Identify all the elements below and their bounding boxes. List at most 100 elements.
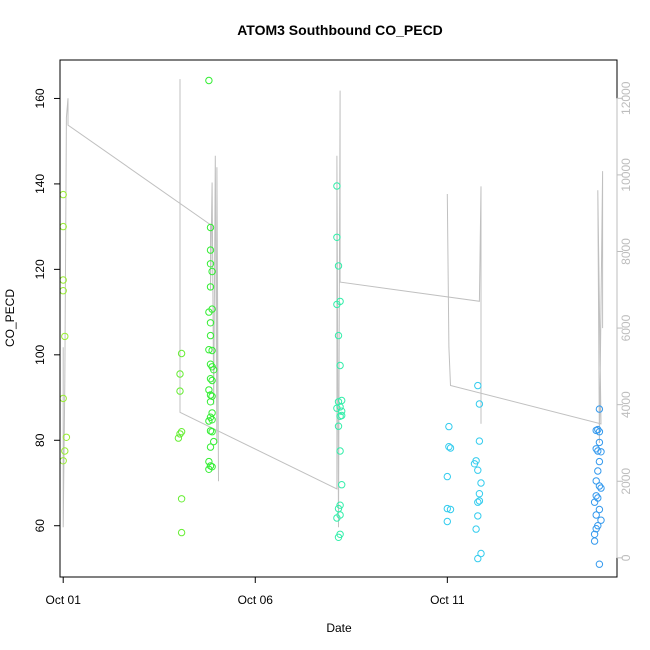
y-tick-label: 80 xyxy=(33,433,47,447)
data-point xyxy=(333,300,341,309)
data-point xyxy=(446,444,455,452)
data-point xyxy=(595,428,604,436)
y2-tick-label: 10000 xyxy=(619,158,633,192)
y-axis-right: 0 2000 4000 6000 8000 10000 12000 xyxy=(616,81,633,561)
y2-tick-label: 2000 xyxy=(619,468,633,495)
y-axis-left: 60 80 100 120 140 160 xyxy=(33,88,61,533)
data-point xyxy=(62,433,71,441)
data-point xyxy=(470,460,479,468)
data-point xyxy=(336,501,344,509)
y2-tick-label: 8000 xyxy=(619,238,633,265)
data-point xyxy=(210,437,218,446)
data-point xyxy=(477,549,485,558)
data-point xyxy=(336,403,344,411)
secondary-line xyxy=(62,98,219,528)
data-point xyxy=(174,434,183,442)
data-point xyxy=(208,305,216,313)
data-point xyxy=(590,537,599,545)
data-point xyxy=(333,233,341,242)
data-point xyxy=(208,416,216,424)
data-point xyxy=(334,422,343,430)
data-point xyxy=(336,361,344,370)
data-point xyxy=(474,466,482,474)
data-point xyxy=(177,349,186,358)
data-point xyxy=(475,490,484,498)
data-point xyxy=(477,479,485,487)
data-point xyxy=(205,417,213,425)
secondary-line xyxy=(179,79,482,528)
data-point xyxy=(208,267,216,276)
data-point xyxy=(445,443,453,451)
data-point xyxy=(595,457,604,466)
x-tick-label: Oct 11 xyxy=(430,593,465,607)
data-point xyxy=(474,512,482,520)
y2-tick-label: 0 xyxy=(619,554,633,561)
data-point xyxy=(443,517,451,526)
y-tick-label: 120 xyxy=(33,259,47,279)
y-tick-label: 160 xyxy=(33,88,47,108)
secondary-line xyxy=(446,171,604,444)
data-point xyxy=(594,467,602,475)
data-point xyxy=(595,438,604,447)
y-tick-label: 140 xyxy=(33,174,47,194)
data-point xyxy=(208,463,216,471)
data-point xyxy=(206,398,215,406)
data-point xyxy=(176,387,184,395)
chart-title: ATOM3 Southbound CO_PECD xyxy=(237,22,443,38)
data-point xyxy=(206,331,215,340)
data-point xyxy=(176,430,184,438)
data-point xyxy=(177,528,186,537)
data-point xyxy=(206,319,215,327)
y2-tick-label: 6000 xyxy=(619,314,633,341)
data-point xyxy=(595,482,604,490)
data-point xyxy=(595,405,604,413)
data-point xyxy=(474,381,482,390)
data-point xyxy=(210,366,218,374)
data-point xyxy=(336,511,344,519)
data-point xyxy=(475,400,484,408)
x-tick-label: Oct 06 xyxy=(238,593,274,607)
data-point xyxy=(206,283,215,291)
y2-tick-label: 4000 xyxy=(619,391,633,418)
data-point xyxy=(334,533,343,541)
data-point xyxy=(475,437,484,445)
data-point xyxy=(208,346,216,355)
data-point xyxy=(206,443,215,451)
data-point xyxy=(590,498,599,506)
data-point xyxy=(208,392,216,400)
data-point xyxy=(61,332,69,341)
data-point xyxy=(445,422,453,431)
data-point xyxy=(61,447,69,455)
data-point xyxy=(206,223,215,232)
secondary-series xyxy=(62,79,604,528)
data-point xyxy=(334,331,343,340)
data-point xyxy=(208,428,216,436)
y-tick-label: 60 xyxy=(33,519,47,533)
x-axis-label: Date xyxy=(326,621,352,635)
data-point xyxy=(590,530,599,538)
data-point xyxy=(592,511,600,519)
data-point xyxy=(205,386,213,394)
y2-tick-label: 12000 xyxy=(619,81,633,115)
data-point xyxy=(205,76,213,85)
data-point xyxy=(338,407,346,415)
data-point xyxy=(443,504,451,513)
data-point xyxy=(597,484,605,492)
data-point xyxy=(475,497,484,505)
data-point xyxy=(597,516,605,524)
data-point xyxy=(595,505,604,514)
data-point xyxy=(206,375,215,383)
data-point xyxy=(334,262,343,270)
data-point xyxy=(446,505,455,514)
y-tick-label: 100 xyxy=(33,344,47,364)
data-point xyxy=(594,447,602,455)
data-point xyxy=(333,182,341,190)
data-point xyxy=(205,457,213,466)
data-point xyxy=(205,346,213,354)
data-point xyxy=(443,472,451,481)
data-point xyxy=(338,481,346,489)
data-point xyxy=(208,409,216,417)
x-axis: Oct 01 Oct 06 Oct 11 xyxy=(46,576,465,607)
data-point xyxy=(592,477,600,485)
